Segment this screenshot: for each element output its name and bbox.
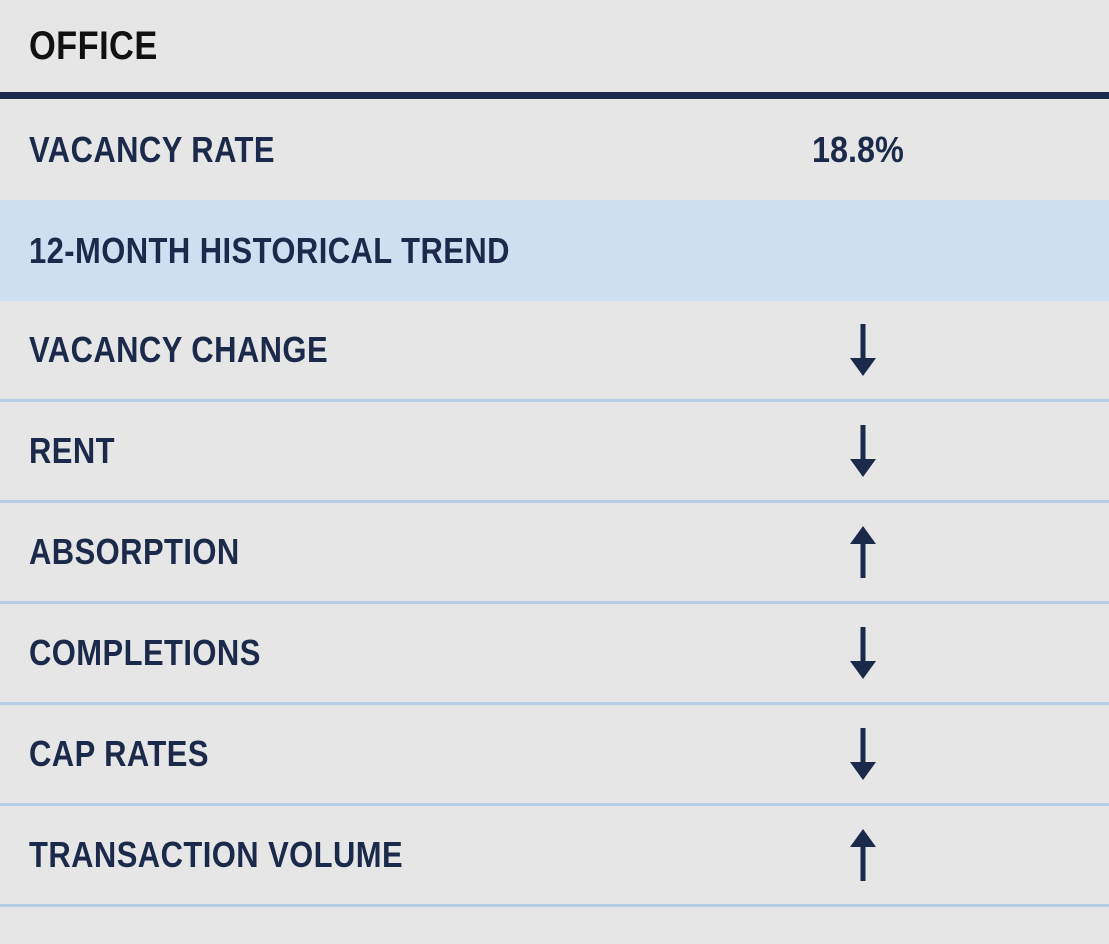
trend-row-vacancy-change: VACANCY CHANGE — [0, 301, 1109, 402]
arrow-down-icon — [848, 425, 878, 477]
trend-row-transaction-volume: TRANSACTION VOLUME — [0, 806, 1109, 907]
trend-row-cap-rates: CAP RATES — [0, 705, 1109, 806]
trend-label: RENT — [29, 430, 115, 471]
vacancy-rate-value: 18.8% — [812, 128, 904, 170]
vacancy-rate-label: VACANCY RATE — [29, 128, 275, 170]
trend-label: CAP RATES — [29, 733, 209, 774]
title-row: OFFICE — [0, 0, 1109, 92]
arrow-down-icon — [848, 627, 878, 679]
trend-row-completions: COMPLETIONS — [0, 604, 1109, 705]
trend-label: TRANSACTION VOLUME — [29, 834, 404, 875]
arrow-down-icon — [848, 324, 878, 376]
arrow-up-icon — [848, 526, 878, 578]
trend-row-absorption: ABSORPTION — [0, 503, 1109, 604]
trend-header-row: 12-MONTH HISTORICAL TREND — [0, 200, 1109, 301]
trend-label: COMPLETIONS — [29, 632, 261, 673]
panel-title: OFFICE — [29, 23, 158, 68]
trend-label: ABSORPTION — [29, 531, 240, 572]
arrow-up-icon — [848, 829, 878, 881]
trend-header-label: 12-MONTH HISTORICAL TREND — [29, 229, 510, 271]
trend-row-rent: RENT — [0, 402, 1109, 503]
vacancy-rate-row: VACANCY RATE 18.8% — [0, 99, 1109, 200]
title-divider — [0, 92, 1109, 99]
trend-label: VACANCY CHANGE — [29, 329, 329, 370]
arrow-down-icon — [848, 728, 878, 780]
